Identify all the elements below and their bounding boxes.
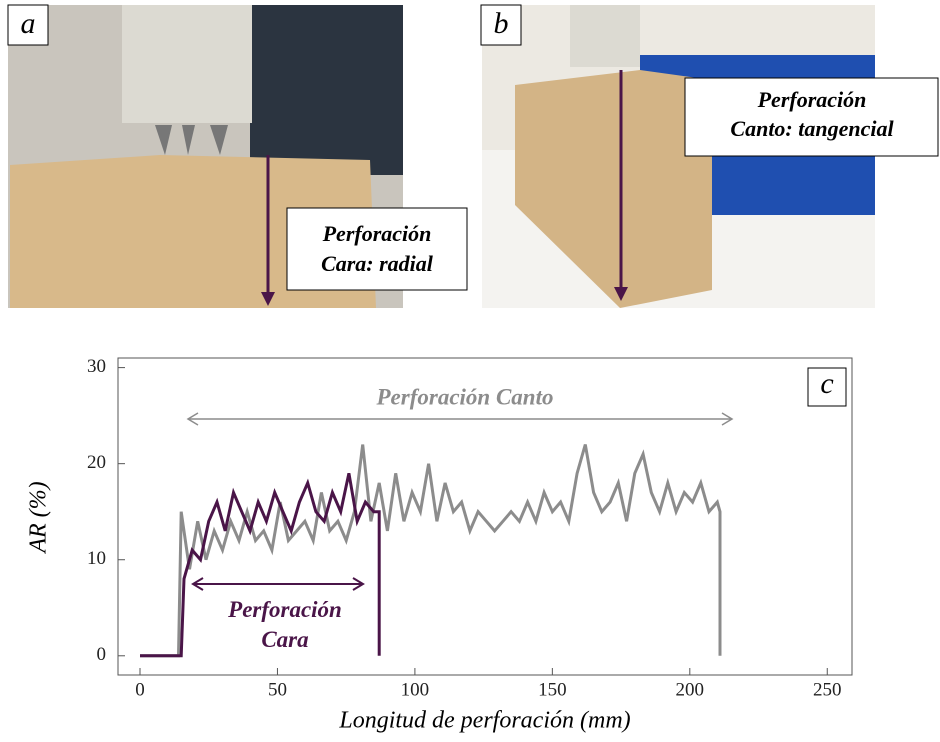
drill-head <box>122 5 252 123</box>
arrow-head <box>614 287 628 301</box>
y-tick-label: 10 <box>87 548 106 569</box>
x-axis-label: Longitud de perforación (mm) <box>338 708 630 734</box>
y-tick-label: 20 <box>87 452 106 473</box>
photo-label: a <box>21 7 36 40</box>
data-line <box>140 472 381 658</box>
x-tick-label: 0 <box>135 679 145 700</box>
x-tick-label: 250 <box>813 679 842 700</box>
arrow-head <box>186 412 199 426</box>
y-tick-label: 0 <box>97 644 107 665</box>
arrow-head <box>191 577 204 591</box>
arrow-head <box>261 292 275 306</box>
wood-beam <box>515 70 712 308</box>
caption-box <box>286 207 468 291</box>
photo-caption: Canto: tangencial <box>730 116 894 141</box>
photo-caption: Perforación <box>757 87 867 112</box>
arrow-head <box>721 412 734 426</box>
label-box <box>807 367 847 407</box>
photo-a <box>7 4 468 308</box>
x-tick-label: 200 <box>676 679 705 700</box>
plot-frame <box>117 357 853 676</box>
data-line <box>140 444 722 658</box>
annotation: Perforación Canto <box>376 384 554 409</box>
label-box <box>7 4 49 46</box>
annotation: Perforación Cara <box>227 597 342 652</box>
annotation-text: Perforación Cara <box>227 597 342 652</box>
bag <box>250 5 403 175</box>
photo-label: b <box>494 7 509 40</box>
photo-caption: Cara: radial <box>321 251 434 276</box>
needles <box>155 125 228 155</box>
panel-label: c <box>820 367 833 400</box>
arrow-head <box>352 577 365 591</box>
photo-caption: Perforación <box>322 221 432 246</box>
photo-b <box>480 4 939 308</box>
x-tick-label: 100 <box>401 679 430 700</box>
label-box <box>480 4 522 46</box>
caption-box <box>684 77 939 157</box>
y-axis-label: AR (%) <box>26 481 52 554</box>
x-tick-label: 50 <box>268 679 287 700</box>
y-tick-label: 30 <box>87 356 106 377</box>
wood-beam <box>10 155 376 308</box>
drill-head <box>570 5 640 67</box>
x-tick-label: 150 <box>538 679 567 700</box>
